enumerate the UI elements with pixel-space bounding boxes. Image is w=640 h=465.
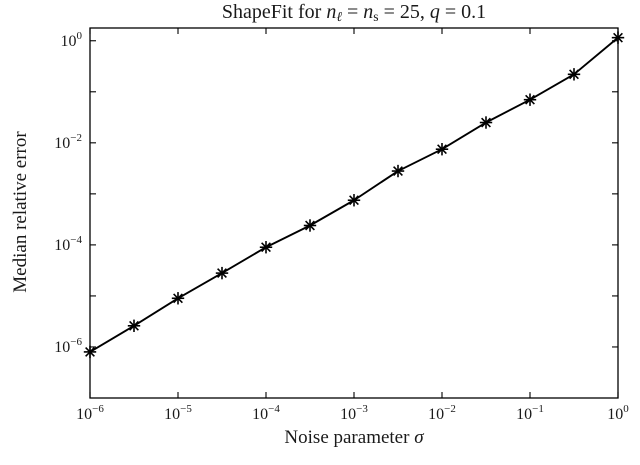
- data-marker-asterisk: [83, 345, 97, 359]
- marker-stroke: [437, 144, 447, 155]
- y-tick-label: 10−2: [54, 132, 82, 152]
- text-segment: = 25,: [378, 1, 430, 23]
- marker-stroke: [173, 293, 183, 304]
- marker-stroke: [129, 320, 139, 331]
- text-segment: σ: [414, 427, 424, 448]
- marker-stroke: [481, 117, 491, 128]
- text-segment: ShapeFit for: [221, 1, 327, 23]
- marker-stroke: [613, 32, 623, 43]
- data-marker-asterisk: [611, 31, 625, 44]
- x-tick-label: 10−2: [428, 403, 456, 423]
- marker-stroke: [393, 166, 403, 176]
- plot-box: [89, 27, 619, 399]
- data-marker-asterisk: [435, 143, 449, 156]
- x-tick-label: 10−5: [164, 403, 192, 423]
- data-marker-asterisk: [215, 266, 229, 280]
- text-segment: ℓ: [336, 8, 342, 24]
- data-marker-asterisk: [171, 292, 185, 305]
- text-segment: n: [326, 1, 337, 23]
- x-tick-label: 10−6: [76, 403, 104, 423]
- data-marker-asterisk: [259, 241, 273, 254]
- data-marker-asterisk: [523, 93, 537, 106]
- x-axis-label: Noise parameter σ: [90, 427, 618, 449]
- x-tick-label: 10−4: [252, 403, 280, 423]
- text-segment: s: [373, 8, 379, 24]
- data-marker-asterisk: [347, 194, 361, 207]
- text-segment: = 0.1: [439, 1, 487, 23]
- marker-stroke: [349, 195, 359, 206]
- x-tick-label: 10−3: [340, 403, 368, 423]
- text-segment: =: [341, 1, 364, 23]
- marker-stroke: [217, 268, 227, 279]
- chart-title: ShapeFit for nℓ = ns = 25, q = 0.1: [90, 1, 618, 25]
- data-marker-asterisk: [303, 219, 317, 232]
- marker-stroke: [525, 94, 535, 105]
- text-segment: n: [363, 1, 374, 23]
- data-marker-asterisk: [479, 116, 493, 129]
- data-marker-asterisk: [127, 319, 141, 332]
- x-tick-label: 10−1: [516, 403, 544, 423]
- text-segment: Noise parameter: [284, 427, 415, 448]
- data-marker-asterisk: [391, 164, 405, 178]
- marker-stroke: [305, 220, 315, 231]
- y-axis-label: Median relative error: [10, 131, 31, 293]
- y-tick-label: 10−6: [54, 336, 82, 356]
- marker-stroke: [261, 242, 271, 253]
- y-tick-label: 100: [61, 30, 83, 50]
- marker-stroke: [569, 69, 579, 80]
- y-tick-label: 10−4: [54, 234, 82, 254]
- x-tick-label: 100: [607, 403, 629, 423]
- marker-stroke: [85, 346, 95, 357]
- data-marker-asterisk: [567, 68, 581, 81]
- text-segment: q: [429, 1, 440, 23]
